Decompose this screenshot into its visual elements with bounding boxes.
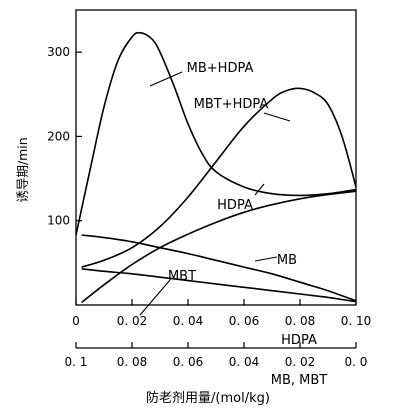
y-tick-label: 300 <box>47 45 70 59</box>
series-label-mb-plus-hdpa: MB+HDPA <box>187 61 254 76</box>
top-x-tick-label: 0 <box>72 314 80 328</box>
y-axis-label: 诱导期/min <box>15 137 30 202</box>
top-x-tick-label: 0. 04 <box>173 314 204 328</box>
series-leader-mb-plus-hdpa <box>149 71 183 87</box>
series-line-hdpa <box>81 190 357 304</box>
series-label-mbt: MBT <box>168 269 196 284</box>
bottom-x-axis-label: MB, MBT <box>271 373 328 388</box>
series-line-mb <box>81 234 357 302</box>
series-leader-mbt-plus-hdpa <box>263 112 291 122</box>
bottom-x-tick-label: 0. 02 <box>285 355 316 369</box>
series-label-mbt-plus-hdpa: MBT+HDPA <box>194 97 269 112</box>
bottom-x-tick-label: 0. 06 <box>173 355 204 369</box>
series-leader-mb <box>254 256 278 262</box>
bottom-x-tick-label: 0. 04 <box>229 355 260 369</box>
series-label-hdpa: HDPA <box>217 198 253 213</box>
x-axis-title: 防老剂用量/(mol/kg) <box>146 390 270 406</box>
top-x-tick-label: 0. 10 <box>341 314 372 328</box>
series-line-mbt-plus-hdpa <box>81 87 357 268</box>
top-x-axis-label: HDPA <box>281 333 317 348</box>
bottom-x-tick-label: 0. 1 <box>65 355 88 369</box>
top-x-tick-label: 0. 06 <box>229 314 260 328</box>
series-label-mb: MB <box>277 253 297 268</box>
series-line-mbt <box>81 268 357 303</box>
y-tick-label: 200 <box>47 129 70 143</box>
top-x-tick-label: 0. 08 <box>285 314 316 328</box>
series-leader-hdpa <box>254 183 265 196</box>
bottom-x-tick-label: 0. 0 <box>345 355 368 369</box>
bottom-x-tick-label: 0. 08 <box>117 355 148 369</box>
y-tick-label: 100 <box>47 214 70 228</box>
series-line-mb-plus-hdpa <box>75 31 357 236</box>
series-leader-mbt <box>139 279 171 316</box>
plot-frame <box>75 9 357 306</box>
top-x-tick-label: 0. 02 <box>117 314 148 328</box>
